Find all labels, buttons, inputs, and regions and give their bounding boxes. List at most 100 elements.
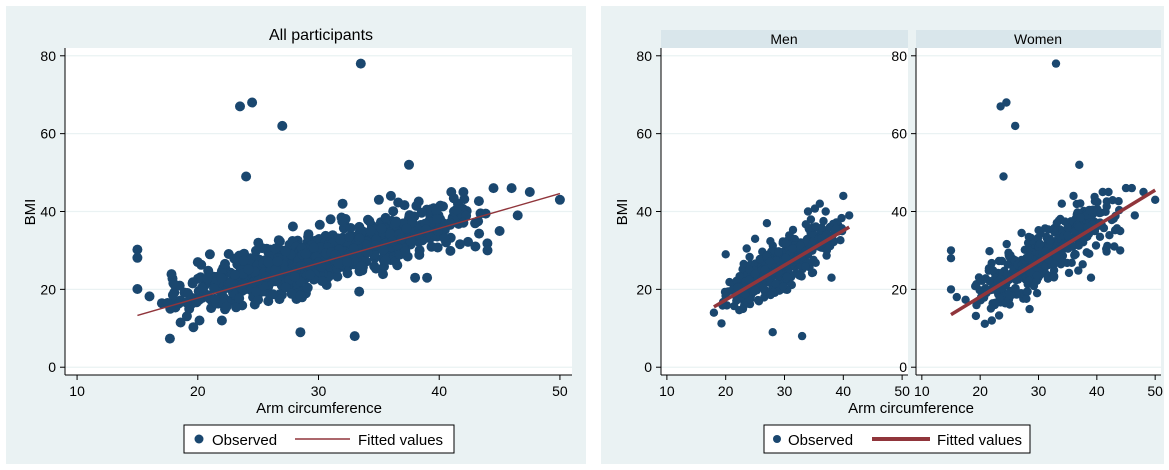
women-x-tick-label-1: 20 bbox=[972, 383, 988, 399]
women-observed-point bbox=[977, 276, 987, 285]
women-observed-point bbox=[1105, 231, 1114, 240]
women-observed-point bbox=[1074, 222, 1083, 231]
left-legend-observed-label: Observed bbox=[212, 432, 277, 449]
left-observed-point bbox=[209, 293, 220, 304]
left-y-tick-label-1: 20 bbox=[40, 281, 56, 297]
left-observed-point bbox=[202, 273, 213, 284]
left-observed-point bbox=[194, 315, 205, 326]
men-panel-title: Men bbox=[770, 31, 797, 47]
women-observed-point bbox=[1049, 266, 1059, 275]
left-observed-point bbox=[473, 196, 484, 207]
women-observed-point bbox=[1022, 294, 1031, 303]
men-strip bbox=[661, 30, 908, 48]
women-observed-point bbox=[991, 298, 1000, 307]
left-observed-point bbox=[512, 210, 523, 221]
men-observed-point bbox=[709, 308, 719, 317]
women-x-tick-label-0: 10 bbox=[914, 383, 930, 399]
men-observed-point bbox=[839, 191, 848, 201]
men-observed-point bbox=[750, 269, 760, 279]
left-observed-point bbox=[286, 288, 297, 299]
men-observed-point bbox=[788, 244, 797, 253]
women-fitted-values-line bbox=[950, 188, 1157, 317]
women-y-tick-label-4: 80 bbox=[891, 48, 907, 64]
women-observed-point bbox=[1075, 160, 1084, 169]
women-observed-point bbox=[1116, 226, 1125, 236]
left-observed-point bbox=[369, 261, 380, 272]
left-observed-point bbox=[303, 229, 314, 240]
men-observed-point bbox=[821, 207, 830, 216]
left-observed-point bbox=[289, 271, 300, 282]
left-observed-point bbox=[300, 249, 311, 259]
men-y-tick-label-0: 0 bbox=[644, 359, 652, 375]
women-observed-point bbox=[1050, 259, 1059, 268]
women-y-tick-label-1: 20 bbox=[891, 281, 907, 297]
left-observed-point bbox=[354, 286, 365, 297]
men-x-tick-label-0: 10 bbox=[659, 383, 675, 399]
left-observed-point bbox=[168, 278, 179, 289]
men-observed-point bbox=[837, 213, 846, 223]
right-legend-observed-marker bbox=[773, 435, 781, 443]
left-observed-point bbox=[399, 200, 410, 211]
left-observed-point bbox=[287, 221, 298, 232]
men-observed-point bbox=[801, 220, 810, 229]
men-observed-point bbox=[721, 250, 730, 259]
left-observed-point bbox=[183, 288, 194, 299]
right-y-axis-title: BMI bbox=[614, 199, 631, 226]
left-observed-point bbox=[263, 257, 274, 268]
left-observed-point bbox=[333, 258, 344, 269]
men-observed-point bbox=[766, 237, 775, 246]
left-observed-point bbox=[216, 315, 227, 326]
women-observed-point bbox=[1024, 232, 1034, 242]
men-observed-point bbox=[755, 254, 764, 264]
women-observed-point bbox=[1110, 242, 1119, 251]
left-observed-point bbox=[494, 226, 505, 236]
men-observed-point bbox=[745, 252, 754, 262]
left-observed-point bbox=[268, 289, 279, 300]
left-observed-point bbox=[216, 273, 227, 283]
left-observed-point bbox=[554, 194, 565, 205]
men-observed-point bbox=[768, 328, 777, 337]
women-observed-point bbox=[1023, 287, 1032, 296]
women-observed-point bbox=[971, 282, 980, 291]
men-observed-point bbox=[796, 240, 805, 250]
left-observed-point bbox=[376, 223, 387, 234]
left-observed-point bbox=[253, 294, 264, 305]
men-x-tick-label-1: 20 bbox=[718, 383, 734, 399]
women-observed-point bbox=[1091, 241, 1101, 250]
women-observed-point bbox=[1085, 206, 1094, 215]
women-observed-point bbox=[1002, 239, 1011, 249]
women-x-tick-label-2: 30 bbox=[1031, 383, 1047, 399]
women-observed-point bbox=[994, 311, 1004, 320]
left-x-axis-title: Arm circumference bbox=[256, 400, 382, 417]
left-observed-point bbox=[373, 194, 384, 205]
women-observed-point bbox=[1032, 271, 1042, 280]
women-observed-point bbox=[1024, 276, 1033, 285]
men-observed-point bbox=[819, 216, 828, 226]
left-observed-point bbox=[474, 228, 485, 239]
left-observed-point bbox=[234, 293, 245, 304]
left-observed-point bbox=[416, 207, 427, 218]
left-observed-point bbox=[314, 219, 325, 230]
left-observed-point bbox=[277, 120, 288, 131]
women-observed-point bbox=[1041, 246, 1050, 256]
left-observed-point bbox=[356, 260, 367, 271]
left-observed-point bbox=[132, 244, 143, 255]
women-observed-point bbox=[946, 246, 956, 255]
left-observed-point bbox=[229, 269, 240, 280]
women-observed-point bbox=[1151, 195, 1160, 204]
men-observed-point bbox=[750, 286, 760, 295]
left-observed-point bbox=[388, 206, 399, 217]
left-y-axis-title: BMI bbox=[22, 199, 39, 226]
women-observed-point bbox=[1064, 268, 1074, 278]
left-observed-point bbox=[407, 217, 418, 228]
left-observed-point bbox=[270, 243, 281, 254]
left-observed-point bbox=[446, 187, 457, 197]
left-observed-point bbox=[463, 236, 473, 247]
left-observed-point bbox=[316, 261, 327, 272]
women-observed-point bbox=[1130, 211, 1140, 220]
left-observed-point bbox=[344, 231, 355, 242]
left-observed-point bbox=[220, 258, 230, 269]
left-observed-point bbox=[144, 291, 155, 302]
left-observed-point bbox=[272, 256, 283, 267]
